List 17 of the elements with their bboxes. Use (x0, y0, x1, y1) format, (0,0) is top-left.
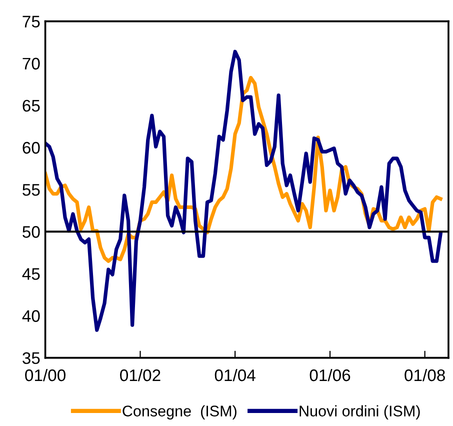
x-tick-label: 01/04 (214, 368, 256, 382)
x-tick-label: 01/06 (310, 368, 350, 382)
legend-label: Consegne (ISM) (122, 405, 236, 420)
y-tick-label: 70 (22, 58, 40, 70)
y-tick-label: 50 (22, 226, 40, 238)
y-tick-label: 40 (22, 310, 40, 322)
y-tick-label: 75 (22, 16, 40, 28)
line-series (45, 50, 442, 332)
y-tick-label: 55 (22, 184, 40, 196)
y-tick-label: 45 (22, 268, 40, 280)
x-tick-label: 01/00 (25, 368, 66, 382)
x-tick-label: 01/02 (120, 368, 160, 382)
y-tick-label: 60 (22, 142, 40, 154)
y-tick-label: 35 (22, 352, 40, 364)
x-tick-label: 01/08 (404, 368, 445, 382)
y-tick-label: 65 (22, 100, 40, 112)
legend-label: Nuovi ordini (ISM) (300, 405, 420, 420)
